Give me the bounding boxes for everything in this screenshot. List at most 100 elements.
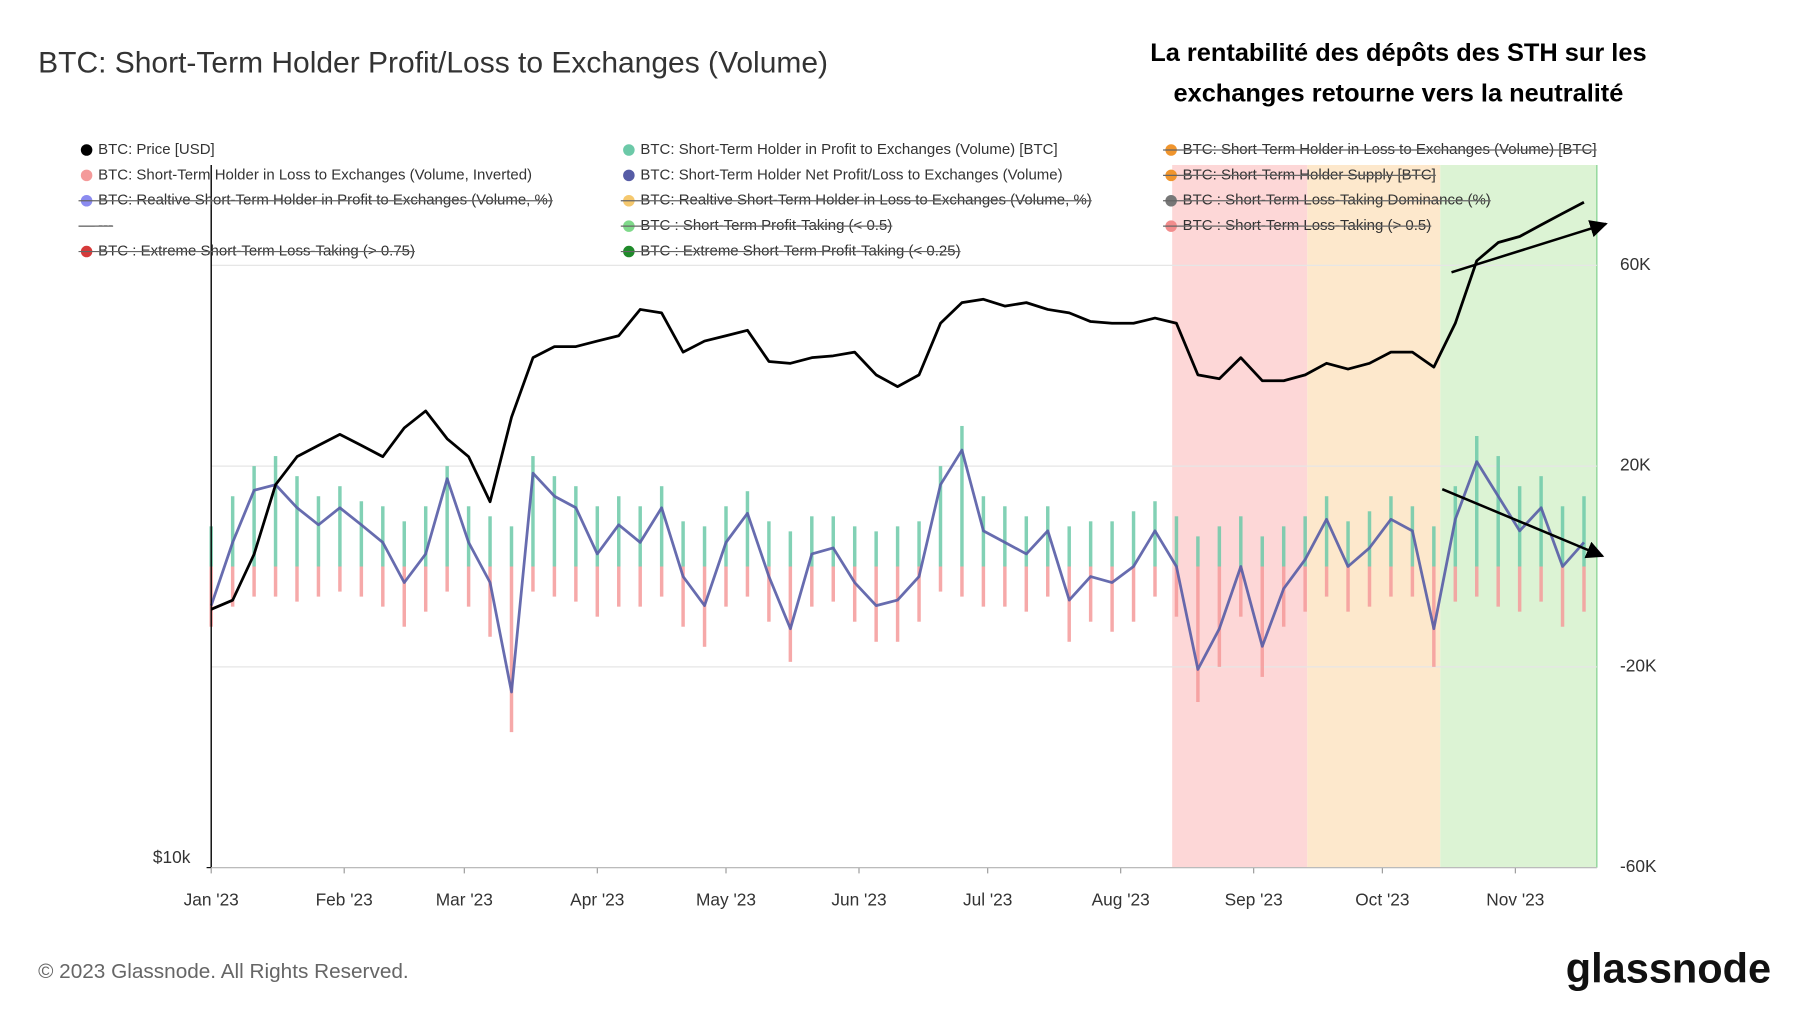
bar [1003,506,1007,567]
bar [1131,511,1136,567]
bar [724,506,728,567]
bar [638,506,642,567]
bar [531,566,535,592]
brand-logo: glassnode [1566,944,1771,991]
bar [1239,516,1243,567]
bar [895,566,900,642]
bar [1067,566,1071,642]
x-tick-label: Jan '23 [184,890,239,910]
bar [1346,566,1350,612]
bar [659,566,664,597]
bar [1260,536,1264,567]
bar [1260,566,1264,677]
bar [273,456,278,567]
bar [1367,566,1372,607]
bar [1389,566,1393,597]
bar [1174,566,1179,617]
annotation: La rentabilité des dépôts des STH sur le… [1150,39,1646,67]
bar [938,466,943,567]
footer: © 2023 Glassnode. All Rights Reserved. [38,960,409,983]
y2-tick-label: 20K [1620,455,1651,475]
chart-title: BTC: Short-Term Holder Profit/Loss to Ex… [38,47,828,80]
bar [702,526,707,567]
bar [316,496,321,567]
bar [488,516,492,567]
x-tick-label: Apr '23 [570,890,624,910]
bar [767,566,771,622]
bar [1088,566,1093,622]
bar [466,566,471,607]
bar [659,486,664,567]
x-tick-label: Jun '23 [831,890,886,910]
bar [1024,516,1029,567]
bar [1539,476,1543,567]
x-tick-label: Aug '23 [1092,890,1150,910]
bar [874,531,878,567]
legend-label: BTC: Price [USD] [98,141,215,158]
bar [595,506,600,567]
bar [1432,566,1436,667]
bar [681,521,685,567]
bar [831,516,835,567]
bar [381,566,385,607]
price-line [210,201,1585,611]
bar [295,476,299,567]
bar [1153,566,1157,597]
bar [1517,566,1522,612]
y2-tick-label: -60K [1620,856,1657,876]
bar [1539,566,1543,602]
bar [810,516,814,567]
bar [1324,496,1329,567]
bar [1432,526,1436,567]
bar [917,566,921,622]
bar [1196,566,1200,703]
bar [1367,511,1372,567]
bar [617,496,621,567]
legend-marker [80,144,93,156]
bar [445,566,449,592]
x-tick-label: Nov '23 [1486,890,1544,910]
bar [960,566,964,597]
net-line [209,448,1585,694]
bar [745,566,750,597]
bar [574,486,578,567]
bar [1067,526,1071,567]
highlight-band [1307,164,1441,868]
bar [1110,566,1114,632]
x-tick-label: Sep '23 [1225,890,1283,910]
legend-label: BTC: Short-Term Holder in Profit to Exch… [640,141,1057,158]
bar [552,476,557,567]
bar [1560,506,1565,567]
x-tick-label: Jul '23 [963,890,1012,910]
y-tick-label: $10k [153,847,191,867]
bar [445,466,449,567]
bar [810,566,814,607]
bar [466,506,471,567]
trend-arrow [1441,488,1605,559]
bar [852,566,857,622]
bar [638,566,642,607]
bar [338,486,342,567]
bar [1217,526,1222,567]
bar [338,566,342,592]
bar [1003,566,1007,607]
x-tick-label: Feb '23 [316,890,373,910]
trend-arrow [1451,220,1608,274]
bar [1046,566,1050,597]
legend-marker [623,169,635,182]
bar [1153,501,1157,567]
bar [1410,566,1415,597]
bar [938,566,943,592]
bar [1475,566,1479,597]
bar [1046,506,1050,567]
bar [488,566,492,637]
bar [402,521,406,567]
bar [1475,436,1479,567]
bar [1346,521,1350,567]
bar [895,526,900,567]
y2-tick-label: -20K [1620,655,1657,675]
bar [981,566,986,607]
bar [230,496,235,567]
bar [1389,496,1393,567]
x-tick-label: Oct '23 [1355,890,1409,910]
